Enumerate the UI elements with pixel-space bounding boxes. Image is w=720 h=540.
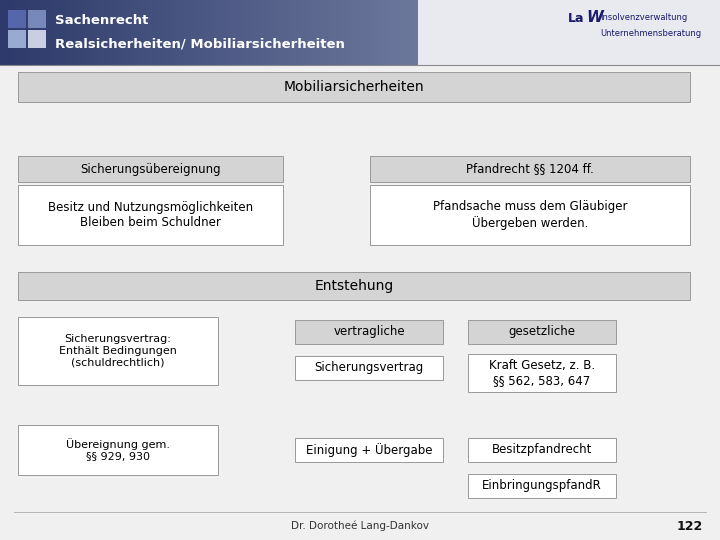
Text: Pfandrecht §§ 1204 ff.: Pfandrecht §§ 1204 ff. bbox=[466, 163, 594, 176]
Text: Sicherungsübereignung: Sicherungsübereignung bbox=[80, 163, 221, 176]
Text: Übereignung gem.
§§ 929, 930: Übereignung gem. §§ 929, 930 bbox=[66, 438, 170, 462]
Text: Insolvenzverwaltung: Insolvenzverwaltung bbox=[600, 14, 688, 23]
Text: 122: 122 bbox=[677, 519, 703, 532]
Text: W: W bbox=[586, 10, 603, 25]
Bar bbox=[18, 272, 690, 300]
Text: Dr. Dorotheé Lang-Dankov: Dr. Dorotheé Lang-Dankov bbox=[291, 521, 429, 531]
Bar bbox=[295, 356, 443, 380]
Text: Pfandsache muss dem Gläubiger
Übergeben werden.: Pfandsache muss dem Gläubiger Übergeben … bbox=[433, 200, 627, 230]
Text: Kraft Gesetz, z. B.
§§ 562, 583, 647: Kraft Gesetz, z. B. §§ 562, 583, 647 bbox=[489, 359, 595, 387]
Text: gesetzliche: gesetzliche bbox=[508, 326, 575, 339]
Text: Einigung + Übergabe: Einigung + Übergabe bbox=[306, 443, 432, 457]
Bar bbox=[468, 438, 616, 462]
Bar bbox=[370, 185, 690, 245]
Text: Besitz und Nutzungsmöglichkeiten
Bleiben beim Schuldner: Besitz und Nutzungsmöglichkeiten Bleiben… bbox=[48, 201, 253, 229]
Bar bbox=[18, 317, 218, 385]
Bar bbox=[468, 354, 616, 392]
Bar bbox=[18, 156, 283, 182]
Bar bbox=[468, 474, 616, 498]
Text: La: La bbox=[568, 11, 585, 24]
Bar bbox=[28, 30, 46, 48]
Text: Sicherungsvertrag:
Enthält Bedingungen
(schuldrechtlich): Sicherungsvertrag: Enthält Bedingungen (… bbox=[59, 334, 177, 368]
Bar bbox=[28, 10, 46, 28]
Bar bbox=[18, 185, 283, 245]
Bar bbox=[295, 438, 443, 462]
Text: Sachenrecht: Sachenrecht bbox=[55, 14, 148, 26]
Text: EinbringungspfandR: EinbringungspfandR bbox=[482, 480, 602, 492]
Text: Mobiliarsicherheiten: Mobiliarsicherheiten bbox=[284, 80, 424, 94]
Text: Entstehung: Entstehung bbox=[315, 279, 394, 293]
Bar bbox=[468, 320, 616, 344]
Text: Realsicherheiten/ Mobiliarsicherheiten: Realsicherheiten/ Mobiliarsicherheiten bbox=[55, 37, 345, 51]
Text: Unternehmensberatung: Unternehmensberatung bbox=[600, 30, 701, 38]
Bar bbox=[18, 72, 690, 102]
Text: Besitzpfandrecht: Besitzpfandrecht bbox=[492, 443, 592, 456]
Bar bbox=[8, 10, 26, 28]
Bar bbox=[8, 30, 26, 48]
Bar bbox=[370, 156, 690, 182]
Bar bbox=[18, 425, 218, 475]
Text: Sicherungsvertrag: Sicherungsvertrag bbox=[315, 361, 423, 375]
Bar bbox=[295, 320, 443, 344]
Text: vertragliche: vertragliche bbox=[333, 326, 405, 339]
Bar bbox=[418, 0, 720, 65]
